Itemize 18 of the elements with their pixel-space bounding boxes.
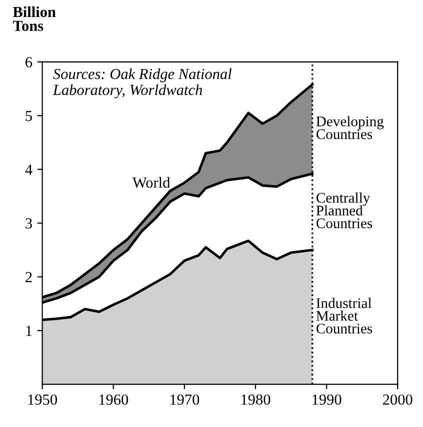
y-axis-title: Billion Tons [12, 6, 56, 32]
x-tick-label: 1970 [170, 394, 200, 405]
annotation: Sources: Oak Ridge National Laboratory, Worldwatch [52, 68, 232, 98]
y-tick-label: 4 [25, 164, 32, 175]
y-tick-label: 6 [26, 57, 32, 68]
series-label: Developing Countries [316, 116, 384, 140]
y-tick-label: 3 [26, 218, 32, 229]
series-label: Industrial Market Countries [316, 298, 372, 334]
y-tick-label: 1 [26, 326, 32, 336]
x-tick-label: 1980 [242, 394, 270, 405]
annotation: World [132, 177, 170, 188]
y-tick-label: 5 [26, 110, 32, 122]
x-tick-label: 1960 [99, 394, 128, 405]
series-label: Centrally Planned Countries [316, 192, 372, 228]
x-tick-label: 2000 [383, 394, 412, 405]
y-tick-label: 2 [26, 272, 32, 282]
x-tick-label: 1950 [28, 394, 57, 405]
x-tick-label: 1990 [312, 394, 342, 405]
